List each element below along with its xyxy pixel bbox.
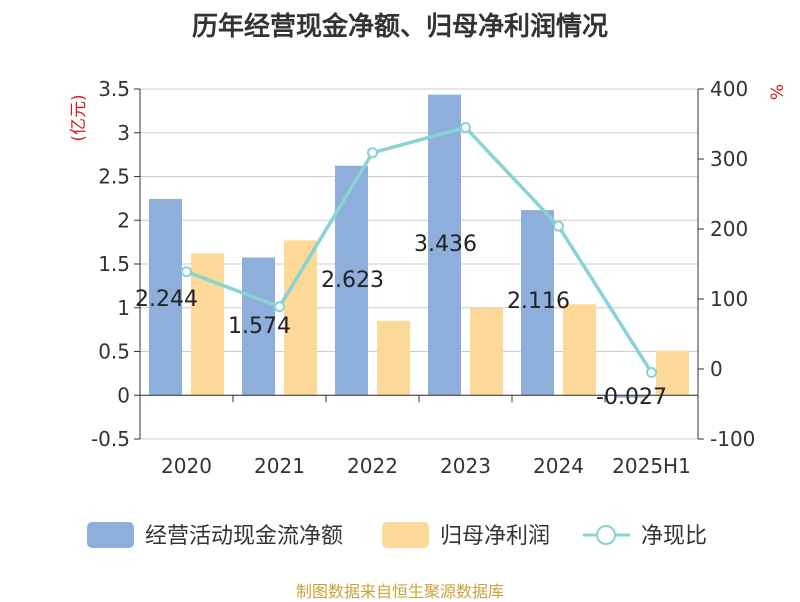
line-series [181,122,657,378]
cashflow-bar [614,395,647,398]
x-tick-label: 2023 [440,454,491,478]
net-profit-bar [563,304,596,396]
x-tick-label: 2025H1 [612,454,691,478]
y-left-axis-label: (亿元) [69,94,89,141]
legend-swatch-net-profit [382,522,429,548]
ratio-point [646,367,657,378]
bar-series [149,94,689,398]
x-tick-label: 2021 [254,454,305,478]
y-left-tick-label: 0 [117,383,130,407]
ratio-point [460,122,471,133]
legend-swatch-cashflow [87,522,134,548]
cashflow-bar [242,257,275,396]
ratio-point [553,220,564,232]
y-right-axis-label: % [768,84,788,100]
ratio-point [367,147,378,159]
y-left-tick-label: 3 [117,121,130,145]
y-left-tick-label: 1 [117,296,130,320]
net-profit-bar [377,320,410,396]
cashflow-data-label: 2.116 [507,289,570,314]
y-right-tick-label: 200 [710,217,748,241]
legend-label-cashflow: 经营活动现金流净额 [145,524,343,549]
net-profit-bar [470,307,503,396]
cashflow-data-label: 2.623 [321,268,384,293]
ratio-line [185,125,653,374]
net-profit-bar [284,240,317,396]
y-left-tick-label: 3.5 [98,77,130,101]
y-right-tick-label: 0 [710,357,723,381]
cashflow-data-label: 1.574 [228,314,291,339]
legend-label-ratio: 净现比 [641,524,707,549]
chart-title: 历年经营现金净额、归母净利润情况 [191,12,608,42]
data-labels: 2.244 1.574 2.623 3.436 2.116 -0.027 [135,232,667,410]
legend-swatch-ratio-marker [596,525,616,545]
y-right-tick-label: -100 [710,427,755,451]
cashflow-data-label: -0.027 [596,385,667,410]
y-left-tick-label: 1.5 [98,252,130,276]
cashflow-bar [149,198,182,396]
x-tick-label: 2020 [161,454,212,478]
y-right-tick-label: 100 [710,287,748,311]
y-right-tick-label: 300 [710,147,748,171]
axes: -0.5 0 0.5 1 1.5 2 2.5 3 3.5 -100 0 100 200 300 400 (亿元… [69,77,788,478]
ratio-point [181,266,192,278]
cashflow-data-label: 3.436 [414,232,477,257]
legend-label-net-profit: 归母净利润 [440,524,550,549]
y-right-tick-label: 400 [710,77,748,101]
y-left-tick-label: -0.5 [91,427,130,451]
net-profit-bar [656,350,689,396]
x-tick-label: 2022 [347,454,398,478]
y-left-tick-label: 2.5 [98,165,130,189]
cashflow-bar [521,210,554,396]
ratio-point [274,301,285,313]
cashflow-data-label: 2.244 [135,287,198,312]
y-left-tick-label: 2 [117,208,130,232]
x-tick-label: 2024 [533,454,584,478]
legend: 经营活动现金流净额 归母净利润 净现比 [87,522,707,549]
source-note: 制图数据来自恒生聚源数据库 [295,582,504,601]
cashflow-bar [428,94,461,396]
y-left-tick-label: 0.5 [98,340,130,364]
